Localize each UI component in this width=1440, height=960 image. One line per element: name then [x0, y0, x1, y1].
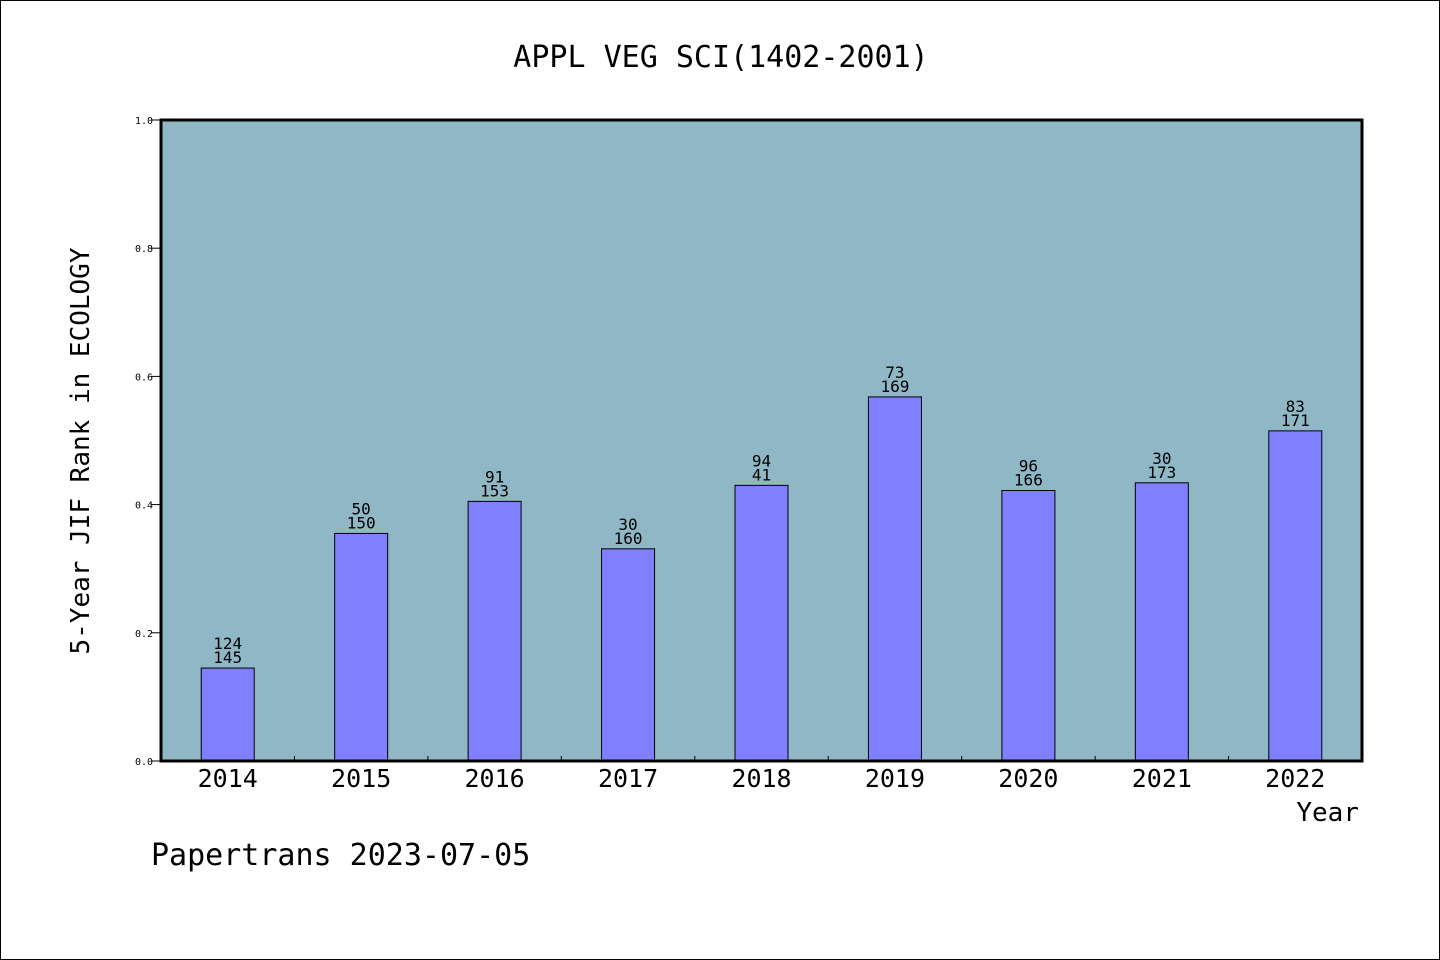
- y-tick-label-0.2: 0.2: [135, 629, 153, 640]
- bar-2020: [1001, 490, 1056, 762]
- bar-label-top-2020: 96: [1019, 457, 1038, 476]
- bar-2018: [734, 484, 789, 762]
- y-axis-label: 5-Year JIF Rank in ECOLOGY: [66, 247, 96, 654]
- x-tick-label-2018: 2018: [731, 764, 791, 793]
- x-tick-label-2014: 2014: [198, 764, 258, 793]
- bar-label-top-2021: 30: [1152, 449, 1171, 468]
- bar-label-bottom-2016: 153: [480, 481, 509, 500]
- plot-frame: [159, 118, 1364, 763]
- x-axis-label: Year: [1296, 798, 1359, 828]
- bar-label-top-2017: 30: [618, 515, 637, 534]
- bar-label-top-2015: 50: [352, 499, 371, 518]
- bar-label-top-2022: 83: [1286, 397, 1305, 416]
- bar-label-bottom-2017: 160: [614, 529, 643, 548]
- y-tick-label-0.4: 0.4: [135, 501, 153, 512]
- bar-label-bottom-2022: 171: [1281, 411, 1310, 430]
- footer-date-stamp: Papertrans 2023-07-05: [151, 838, 530, 873]
- bar-2017: [601, 548, 656, 762]
- y-tick-label-0.8: 0.8: [135, 244, 153, 255]
- y-tick-label-1.0: 1.0: [135, 116, 153, 127]
- bar-label-bottom-2018: 41: [752, 465, 771, 484]
- bars-layer: [200, 396, 1323, 762]
- bar-label-top-2019: 73: [885, 363, 904, 382]
- x-tick-label-2015: 2015: [331, 764, 391, 793]
- x-tick-label-2019: 2019: [865, 764, 925, 793]
- bar-labels-layer: 1241455015091153301609441731699616630173…: [213, 363, 1309, 667]
- bar-2021: [1134, 482, 1189, 762]
- bar-label-bottom-2021: 173: [1147, 463, 1176, 482]
- x-tick-label-2020: 2020: [998, 764, 1058, 793]
- x-tick-label-2016: 2016: [465, 764, 525, 793]
- chart-title: APPL VEG SCI(1402-2001): [513, 40, 928, 75]
- bar-label-bottom-2015: 150: [347, 513, 376, 532]
- x-tick-label-2021: 2021: [1132, 764, 1192, 793]
- bar-2016: [467, 500, 522, 762]
- bar-label-bottom-2020: 166: [1014, 471, 1043, 490]
- y-tick-label-0.0: 0.0: [135, 757, 153, 768]
- x-tick-label-2022: 2022: [1265, 764, 1325, 793]
- x-tick-label-2017: 2017: [598, 764, 658, 793]
- bar-label-top-2014: 124: [213, 634, 242, 653]
- bar-label-top-2018: 94: [752, 451, 771, 470]
- bar-label-top-2016: 91: [485, 467, 504, 486]
- bar-2022: [1268, 430, 1323, 762]
- x-axis-ticks: 2014 2015 2016 2017 2018 2019 2020 2021 2022: [198, 756, 1325, 793]
- bar-label-bottom-2019: 169: [880, 377, 909, 396]
- bar-2019: [867, 396, 922, 762]
- bar-2014: [200, 667, 255, 762]
- bar-2015: [334, 532, 389, 762]
- bar-label-bottom-2014: 145: [213, 648, 242, 667]
- y-axis-ticks: 0.0 0.2 0.4 0.6 0.8 1.0: [135, 116, 161, 768]
- y-tick-label-0.6: 0.6: [135, 372, 153, 383]
